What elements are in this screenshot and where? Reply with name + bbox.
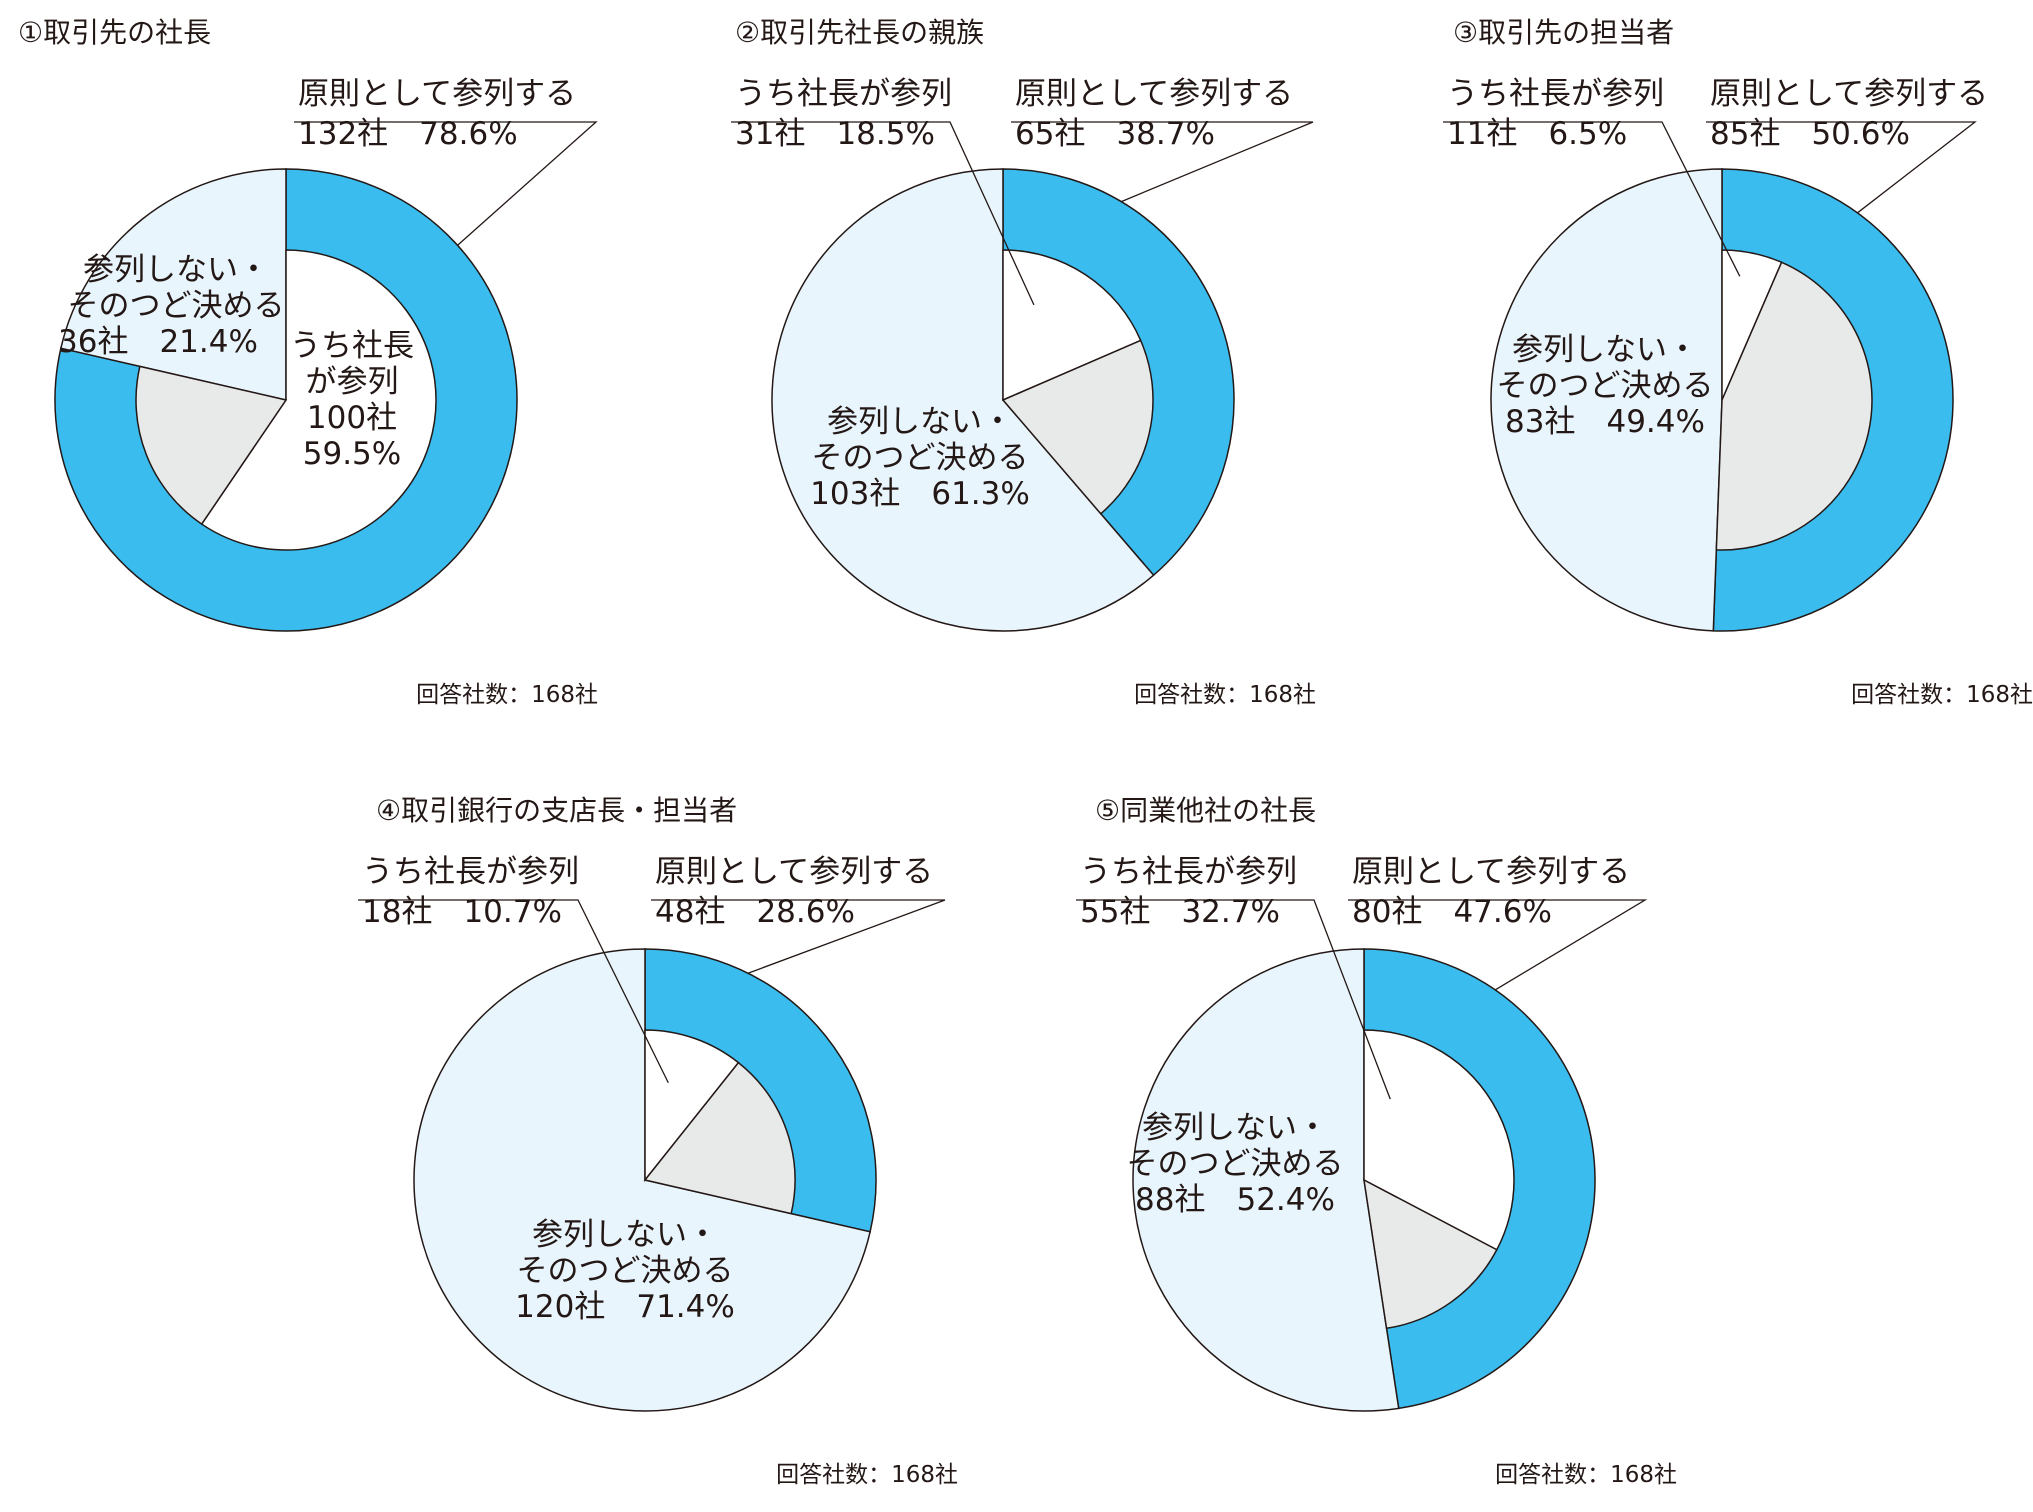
president-leader-line: [1076, 899, 1391, 1100]
attend-label: 原則として参列する: [1352, 854, 1630, 890]
respondent-count-note: 回答社数：168社: [416, 682, 598, 708]
not-attend-value: 36社 21.4%: [58, 324, 258, 360]
respondent-count-note: 回答社数：168社: [1134, 682, 1316, 708]
attend-leader-line: [1348, 899, 1648, 991]
attend-label: 原則として参列する: [298, 76, 576, 112]
attend-leader-line: [294, 121, 598, 247]
respondent-count-note: 回答社数：168社: [776, 1462, 958, 1488]
president-leader-line: [1443, 121, 1741, 277]
chart-title: ⑤同業他社の社長: [1095, 794, 1316, 827]
president-percent: 59.5%: [303, 436, 401, 472]
president-count: 100社: [307, 400, 397, 436]
chart-title: ①取引先の社長: [18, 16, 211, 49]
president-label: うち社長が参列: [1080, 854, 1297, 890]
attend-label: 原則として参列する: [1710, 76, 1988, 112]
not-attend-label-line2: そのつど決める: [812, 440, 1029, 476]
chart-title: ②取引先社長の親族: [735, 16, 984, 49]
slice-other-attend: [1363, 1178, 1498, 1330]
chart-title: ③取引先の担当者: [1453, 16, 1674, 49]
slice-other-attend: [643, 1061, 796, 1215]
slice-president-attend: [1002, 249, 1142, 402]
president-leader-line: [358, 899, 669, 1084]
not-attend-label-line1: 参列しない・: [1512, 332, 1698, 368]
respondent-count-note: 回答社数：168社: [1851, 682, 2033, 708]
not-attend-value: 103社 61.3%: [810, 476, 1030, 512]
not-attend-label-line1: 参列しない・: [83, 252, 269, 288]
president-label: うち社長が参列: [735, 76, 952, 112]
slice-other-attend: [1715, 261, 1873, 551]
slice-not-attend: [1490, 168, 1723, 632]
slice-other-attend: [135, 365, 288, 526]
not-attend-label-line2: そのつど決める: [517, 1253, 734, 1289]
slice-other-attend: [1001, 339, 1154, 515]
attend-leader-line: [1706, 121, 1977, 214]
not-attend-label-line1: 参列しない・: [1142, 1110, 1328, 1146]
president-label-line1: うち社長: [290, 328, 414, 364]
not-attend-label-line1: 参列しない・: [827, 404, 1013, 440]
chart-title: ④取引銀行の支店長・担当者: [376, 794, 737, 827]
respondent-count-note: 回答社数：168社: [1495, 1462, 1677, 1488]
attend-label: 原則として参列する: [655, 854, 933, 890]
slice-president-attend: [1363, 1029, 1515, 1251]
president-label: うち社長が参列: [1447, 76, 1664, 112]
attend-label: 原則として参列する: [1015, 76, 1293, 112]
not-attend-label-line1: 参列しない・: [532, 1217, 718, 1253]
not-attend-label-line2: そのつど決める: [68, 288, 285, 324]
slice-not-attend: [771, 168, 1155, 632]
attend-leader-line: [651, 899, 946, 975]
not-attend-value: 120社 71.4%: [515, 1289, 735, 1325]
not-attend-label-line2: そのつど決める: [1127, 1146, 1344, 1182]
president-leader-line: [731, 121, 1035, 306]
slice-president-attend: [200, 249, 437, 551]
slice-president-attend: [644, 1029, 740, 1183]
not-attend-label-line2: そのつど決める: [1497, 368, 1714, 404]
slice-not-attend: [59, 168, 287, 401]
slice-not-attend: [1132, 948, 1400, 1412]
president-label-line2: が参列: [306, 364, 399, 400]
not-attend-value: 88社 52.4%: [1135, 1182, 1335, 1218]
slice-not-attend: [413, 948, 872, 1412]
attend-leader-line: [1011, 121, 1314, 203]
president-label: うち社長が参列: [362, 854, 579, 890]
not-attend-value: 83社 49.4%: [1505, 404, 1705, 440]
